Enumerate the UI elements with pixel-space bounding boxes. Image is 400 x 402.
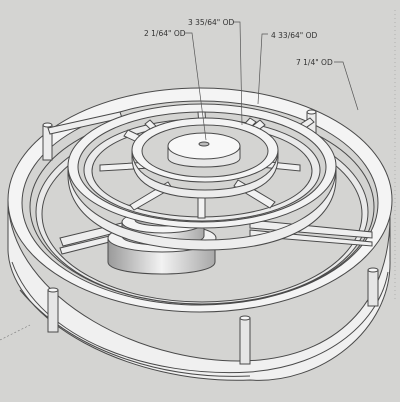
dimension-callouts: 2 1/64" OD 3 35/64" OD 4 33/64" OD 7 1/4… — [144, 18, 333, 67]
callout-4-33-64-od: 4 33/64" OD — [271, 31, 318, 40]
callout-7-1-4-od: 7 1/4" OD — [296, 58, 333, 67]
callout-leaders — [185, 21, 359, 141]
support-posts — [42, 109, 379, 365]
axis-guides — [0, 10, 396, 341]
callout-2-1-64-od: 2 1/64" OD — [144, 29, 186, 38]
callout-3-35-64-od: 3 35/64" OD — [188, 18, 235, 27]
center-hub — [167, 132, 241, 168]
